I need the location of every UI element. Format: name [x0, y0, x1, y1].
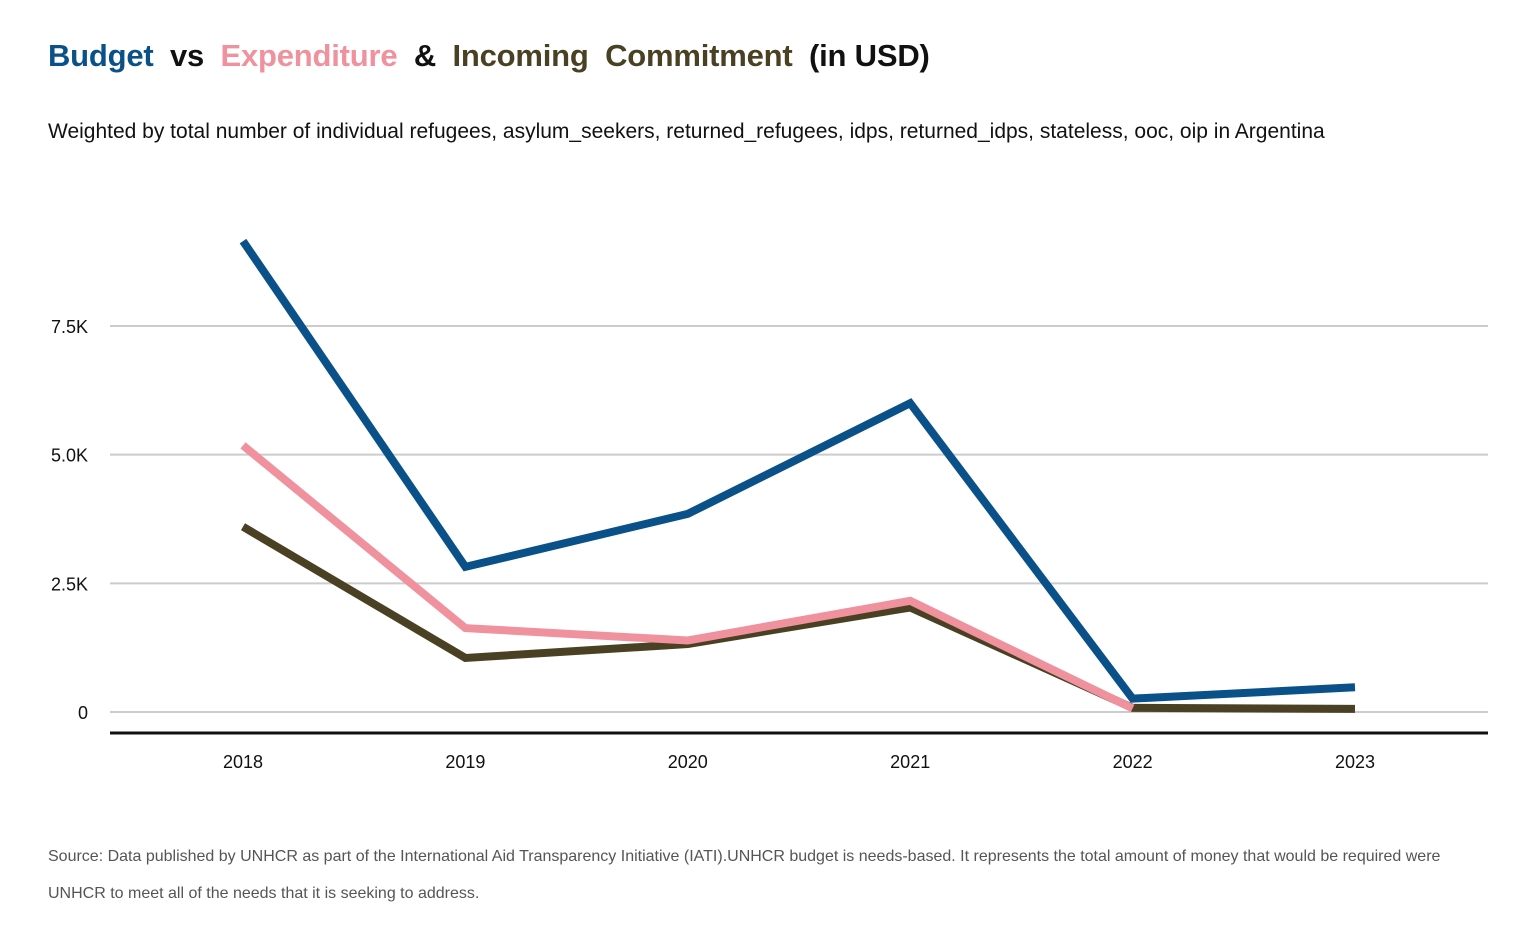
y-tick-label: 7.5K — [51, 317, 88, 337]
title-expenditure: Expenditure — [220, 38, 398, 73]
x-tick-label: 2020 — [668, 752, 708, 772]
series-line-commitment — [240, 523, 1356, 713]
source-note: Source: Data published by UNHCR as part … — [48, 848, 1441, 902]
title-budget: Budget — [48, 38, 154, 73]
series-line-budget — [239, 238, 1356, 703]
x-tick-label: 2021 — [890, 752, 930, 772]
y-tick-label: 2.5K — [51, 574, 88, 594]
x-tick-label: 2018 — [223, 752, 263, 772]
y-tick-label: 0 — [78, 703, 88, 723]
y-axis-ticks: 0 2.5K 5.0K 7.5K — [51, 317, 88, 723]
title-amp: & — [413, 38, 437, 73]
chart-title: Budget vs Expenditure & Incoming Commitm… — [48, 38, 938, 74]
y-tick-label: 5.0K — [51, 446, 88, 466]
title-vs: vs — [169, 38, 205, 73]
x-tick-label: 2023 — [1335, 752, 1375, 772]
x-axis-ticks: 2018 2019 2020 2021 2022 2023 — [223, 752, 1375, 772]
series-lines — [239, 238, 1356, 713]
chart-subtitle: Weighted by total number of individual r… — [48, 120, 1325, 143]
title-commitment: Commitment — [605, 38, 793, 73]
x-tick-label: 2019 — [445, 752, 485, 772]
grid-lines — [110, 325, 1488, 713]
title-unit: (in USD) — [808, 38, 930, 73]
x-tick-label: 2022 — [1113, 752, 1153, 772]
series-line-expenditure — [240, 442, 1135, 712]
title-incoming: Incoming — [452, 38, 589, 73]
